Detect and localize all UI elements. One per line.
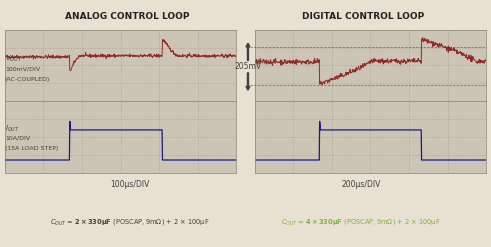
Text: 200μs/DIV: 200μs/DIV [341, 180, 381, 188]
Text: $C_{OUT}$ = $\mathbf{4 \times 330\mu F}$ (POSCAP, 9mΩ) + 2 × 100μF: $C_{OUT}$ = $\mathbf{4 \times 330\mu F}$… [281, 217, 440, 227]
Text: $C_{OUT}$ = $\mathbf{2 \times 330\mu F}$ (POSCAP, 9mΩ) + 2 × 100μF: $C_{OUT}$ = $\mathbf{2 \times 330\mu F}$… [51, 217, 210, 227]
Text: DIGITAL CONTROL LOOP: DIGITAL CONTROL LOOP [302, 12, 424, 21]
Text: ANALOG CONTROL LOOP: ANALOG CONTROL LOOP [65, 12, 190, 21]
Text: (15A LOAD STEP): (15A LOAD STEP) [5, 146, 58, 151]
Text: 100μs/DIV: 100μs/DIV [110, 180, 150, 188]
Text: 100mV/DIV: 100mV/DIV [5, 67, 40, 72]
Text: 205mV: 205mV [234, 62, 262, 71]
Text: (AC-COUPLED): (AC-COUPLED) [5, 77, 50, 82]
Text: $V_{OUT}$: $V_{OUT}$ [5, 54, 23, 64]
Text: 10A/DIV: 10A/DIV [5, 136, 30, 141]
Text: $I_{OUT}$: $I_{OUT}$ [5, 123, 20, 134]
